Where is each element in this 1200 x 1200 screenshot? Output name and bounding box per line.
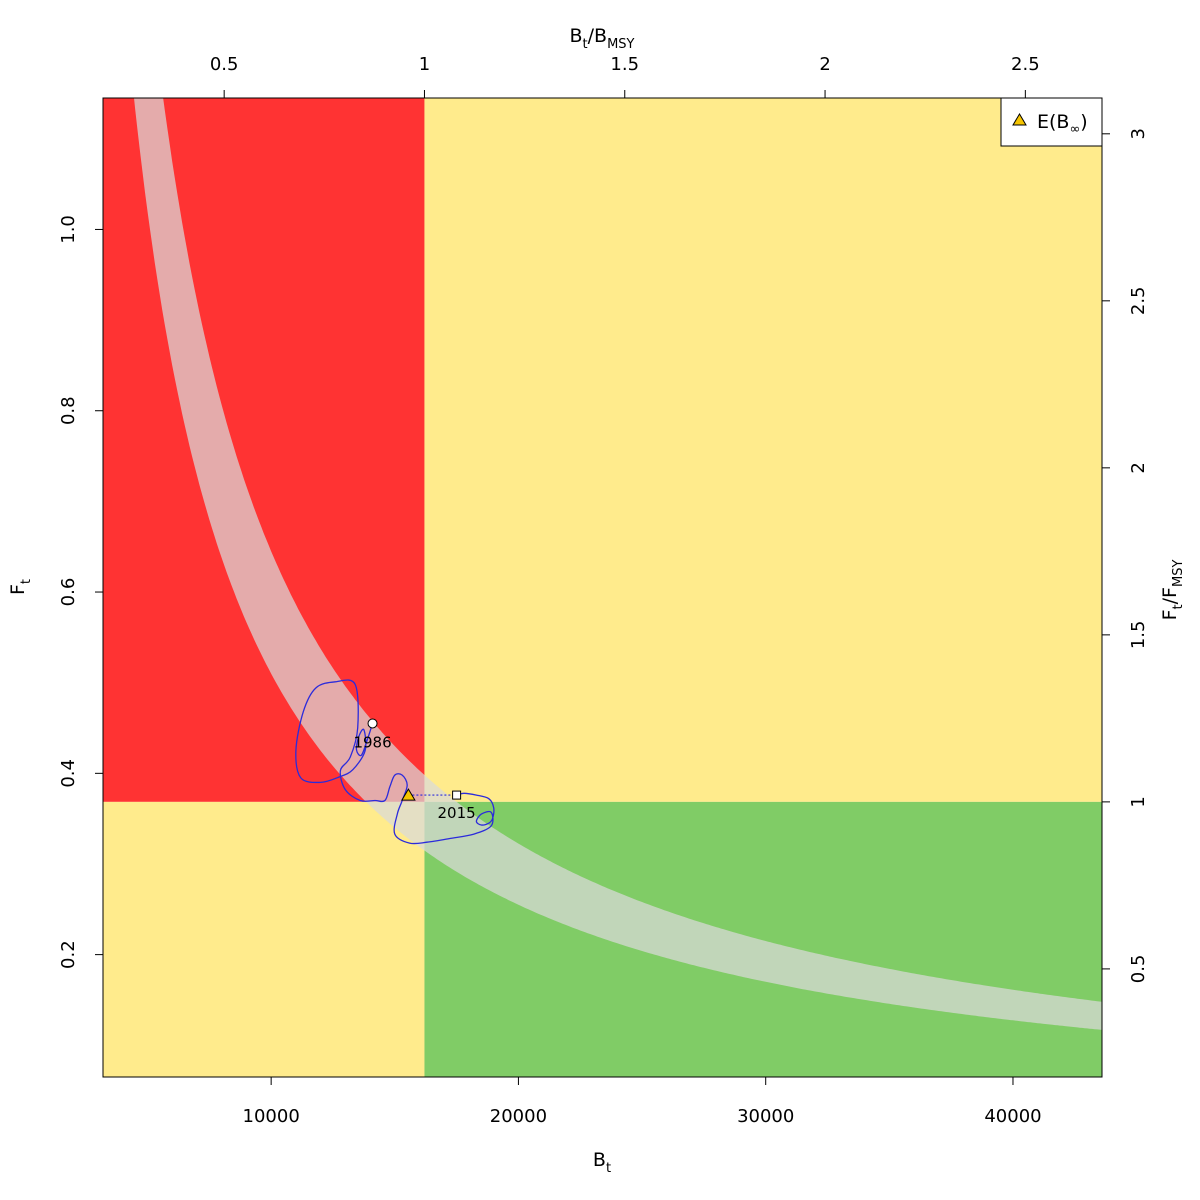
right-tick-label: 0.5	[1128, 955, 1149, 984]
right-axis: 0.5 1 1.5 2 2.5 3	[1102, 128, 1149, 983]
legend-label: E(B∞)	[1037, 111, 1088, 137]
x-axis-title: Bt	[593, 1149, 611, 1176]
top-axis: 0.5 1 1.5 2 2.5	[210, 54, 1040, 98]
right-tick-label: 2.5	[1128, 287, 1149, 316]
plot-area	[103, 98, 1102, 1077]
right-axis-title: Ft/FMSY	[1159, 560, 1186, 621]
equilibrium-marker	[401, 788, 416, 801]
top-tick-label: 2	[819, 54, 830, 75]
biomass-fishing-trajectory	[295, 679, 495, 845]
legend-equilibrium-icon	[1012, 113, 1027, 126]
y-tick-label: 0.4	[58, 759, 79, 788]
top-tick-label: 2.5	[1011, 54, 1040, 75]
caution-zone-upper	[424, 98, 1102, 802]
end-year-label: 2015	[438, 804, 476, 822]
start-year-label: 1986	[353, 733, 391, 751]
x-tick-label: 10000	[243, 1106, 300, 1127]
y-tick-label: 0.2	[58, 940, 79, 969]
right-tick-label: 1	[1128, 796, 1149, 807]
legend: E(B∞)	[1000, 97, 1103, 147]
left-axis: 0.2 0.4 0.6 0.8 1.0	[58, 215, 103, 969]
top-tick-label: 1.5	[610, 54, 639, 75]
right-tick-label: 1.5	[1128, 621, 1149, 650]
start-point-marker	[367, 718, 378, 729]
healthy-zone	[424, 801, 1102, 1077]
y-tick-label: 1.0	[58, 215, 79, 244]
y-axis-title: Ft	[7, 579, 34, 595]
x-tick-label: 40000	[984, 1106, 1041, 1127]
x-tick-label: 20000	[490, 1106, 547, 1127]
y-tick-label: 0.6	[58, 578, 79, 607]
top-tick-label: 1	[419, 54, 430, 75]
top-axis-title: Bt/BMSY	[569, 25, 634, 52]
caution-zone-lower	[103, 801, 425, 1077]
end-point-marker	[452, 790, 462, 800]
right-tick-label: 2	[1128, 462, 1149, 473]
y-tick-label: 0.8	[58, 396, 79, 425]
x-tick-label: 30000	[737, 1106, 794, 1127]
top-tick-label: 0.5	[210, 54, 239, 75]
plot-frame	[102, 97, 1103, 1078]
bottom-axis: 10000 20000 30000 40000	[243, 1077, 1042, 1127]
msy-catch-band	[134, 98, 1102, 1030]
right-tick-label: 3	[1128, 128, 1149, 139]
